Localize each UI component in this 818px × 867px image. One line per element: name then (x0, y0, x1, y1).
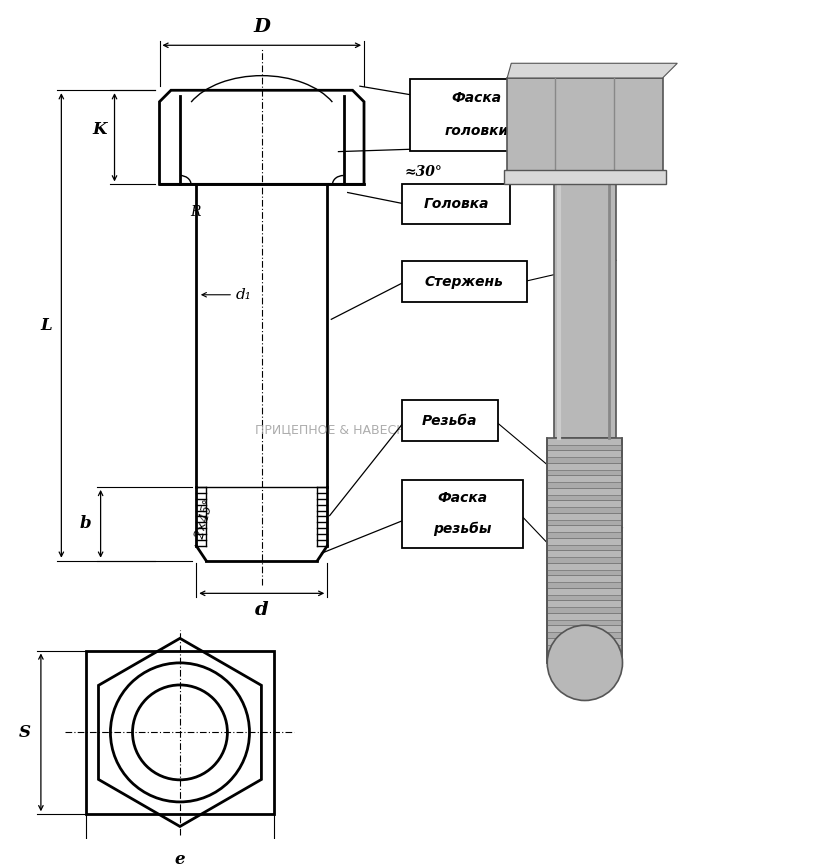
Bar (547, 657, 622, 663)
Text: L: L (41, 317, 52, 334)
Bar (547, 595, 622, 600)
Text: Фаска: Фаска (437, 492, 488, 505)
Bar (547, 520, 622, 525)
Bar (554, 185, 616, 438)
Text: ПРИЦЕПНОЕ & НАВЕСНОЕ: ПРИЦЕПНОЕ & НАВЕСНОЕ (255, 423, 424, 436)
Text: e: e (175, 851, 185, 867)
Text: 2×45°: 2×45° (193, 499, 216, 541)
Text: Стержень: Стержень (425, 275, 504, 289)
Bar (547, 583, 622, 588)
Bar (547, 495, 622, 500)
FancyBboxPatch shape (410, 79, 543, 151)
Bar (547, 445, 622, 451)
Bar (547, 457, 622, 463)
Bar (547, 470, 622, 475)
Bar (547, 632, 622, 638)
Text: Фаска: Фаска (452, 91, 501, 106)
Text: Резьба: Резьба (422, 414, 478, 427)
Bar (86, 650, 274, 814)
Bar (547, 438, 622, 663)
Bar (547, 557, 622, 563)
Bar (547, 645, 622, 650)
Bar (547, 482, 622, 488)
Text: b: b (80, 515, 92, 532)
Text: K: K (92, 121, 107, 138)
Text: S: S (19, 724, 30, 741)
Circle shape (547, 625, 622, 701)
FancyBboxPatch shape (402, 401, 498, 441)
Polygon shape (507, 63, 677, 78)
Text: Головка: Головка (423, 197, 489, 211)
Text: D: D (254, 18, 270, 36)
Bar (547, 532, 622, 538)
Text: головки: головки (444, 124, 509, 138)
Text: ≈30°: ≈30° (405, 165, 443, 179)
Bar (547, 620, 622, 625)
Bar (547, 607, 622, 613)
Bar (547, 544, 622, 551)
Text: R: R (190, 205, 200, 218)
Polygon shape (507, 78, 663, 185)
Bar (547, 507, 622, 513)
Bar (504, 170, 666, 185)
Bar (547, 570, 622, 576)
FancyBboxPatch shape (402, 184, 510, 225)
Text: d: d (255, 601, 268, 619)
FancyBboxPatch shape (402, 479, 523, 548)
Text: d₁: d₁ (236, 288, 251, 302)
FancyBboxPatch shape (402, 261, 527, 302)
Text: резьбы: резьбы (433, 522, 492, 536)
